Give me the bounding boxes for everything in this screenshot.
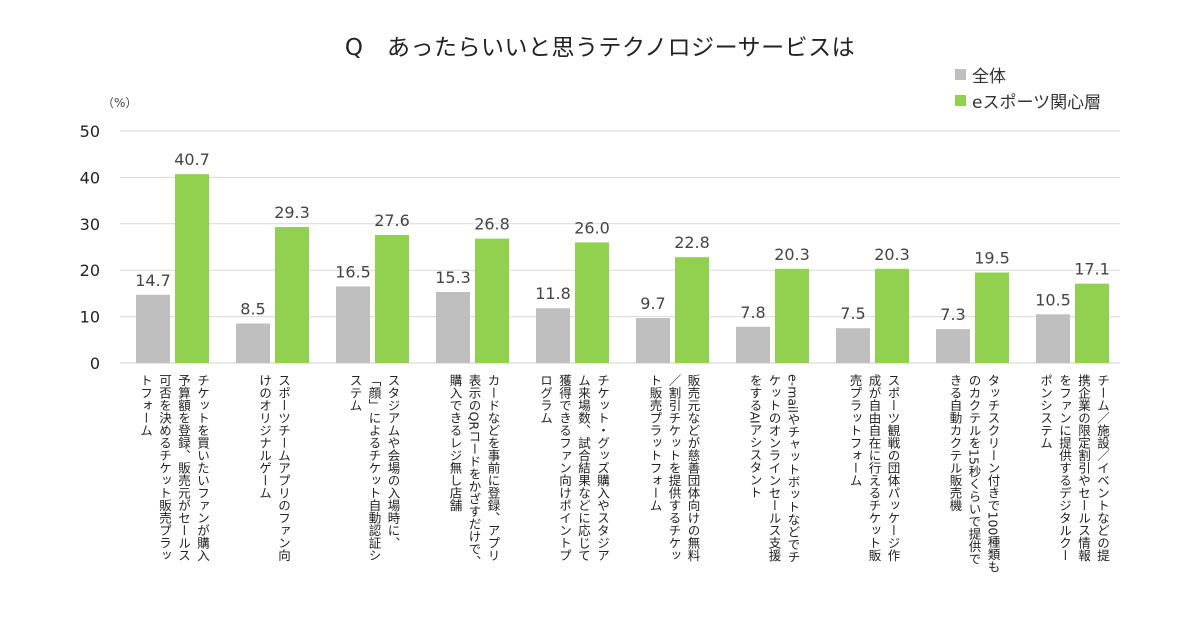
y-tick-label: 10 <box>80 308 100 327</box>
bar-all <box>536 308 570 363</box>
bar-all <box>436 292 470 363</box>
y-tick-label: 50 <box>80 122 100 141</box>
bar-esports <box>575 242 609 363</box>
legend-label-esports: eスポーツ関心層 <box>972 93 1102 113</box>
data-label-esports: 29.3 <box>274 203 310 222</box>
y-tick-label: 40 <box>80 168 100 187</box>
data-label-all: 10.5 <box>1035 290 1071 309</box>
data-label-esports: 26.0 <box>574 218 610 237</box>
data-label-esports: 20.3 <box>874 245 910 264</box>
data-label-all: 8.5 <box>240 300 265 319</box>
bar-esports <box>175 174 209 363</box>
y-tick-label: 20 <box>80 261 100 280</box>
data-label-all: 15.3 <box>435 268 471 287</box>
bar-all <box>836 328 870 363</box>
x-category-label: スタジアムや会場の入場時に、 「顔」によるチケット自動認証シ ステム <box>347 374 401 562</box>
x-category-label: チーム／施設／イベントなどの提 携企業の限定割引やセールス情報 をファンに提供す… <box>1038 374 1110 562</box>
bar-all <box>736 326 770 363</box>
data-label-esports: 40.7 <box>174 150 210 169</box>
bar-esports <box>275 227 309 363</box>
bar-all <box>636 317 670 363</box>
data-label-all: 9.7 <box>640 294 665 313</box>
bar-esports <box>1075 283 1109 363</box>
bar-all <box>136 294 170 363</box>
legend-item-esports: eスポーツ関心層 <box>955 88 1101 113</box>
x-category-label: スポーツチームアプリのファン向 けのオリジナルゲーム <box>257 374 291 562</box>
y-axis-unit: （%） <box>102 96 138 110</box>
bar-esports <box>875 268 909 363</box>
chart-title: Q あったらいいと思うテクノロジーサービスは <box>344 35 856 61</box>
legend-label-all: 全体 <box>972 67 1006 87</box>
data-label-esports: 27.6 <box>374 211 410 230</box>
x-category-label: カードなどを事前に登録、アプリ 表示のQRコードをかざすだけで、 購入できるレジ… <box>447 374 501 568</box>
legend-swatch-esports <box>955 95 966 106</box>
data-label-all: 11.8 <box>535 284 571 303</box>
data-label-all: 14.7 <box>135 271 171 290</box>
data-label-esports: 26.8 <box>474 215 510 234</box>
data-label-all: 7.3 <box>940 305 965 324</box>
bar-esports <box>775 268 809 363</box>
x-category-label: チケットを買いたいファンが購入 予算額を登録、販売元がセールス 可否を決めるチケ… <box>138 374 210 562</box>
x-category-label: チケット・グッズ購入やスタジア ム来場数、試合結果などに応じて 獲得できるファン… <box>538 374 610 562</box>
data-label-all: 16.5 <box>335 262 371 281</box>
y-tick-label: 30 <box>80 215 100 234</box>
bar-esports <box>475 238 509 363</box>
x-category-label: 販売元などが慈善団体向けの無料 ／割引チケットを提供するチケッ ト販売プラットフ… <box>647 374 701 562</box>
bar-all <box>236 323 270 363</box>
bar-all <box>336 286 370 363</box>
data-label-all: 7.8 <box>740 303 765 322</box>
x-category-label: スポーツ観戦の団体パッケージ作 成が自由自在に行えるチケット販 売プラットフォー… <box>847 374 901 562</box>
data-label-esports: 22.8 <box>674 233 710 252</box>
data-label-esports: 20.3 <box>774 245 810 264</box>
bar-esports <box>975 272 1009 363</box>
legend-item-all: 全体 <box>955 62 1006 87</box>
data-label-esports: 17.1 <box>1074 260 1110 279</box>
legend-swatch-all <box>955 69 966 80</box>
bar-all <box>1036 314 1070 363</box>
bar-all <box>936 329 970 363</box>
data-label-esports: 19.5 <box>974 249 1010 268</box>
bar-esports <box>375 234 409 363</box>
data-label-all: 7.5 <box>840 304 865 323</box>
bar-esports <box>675 257 709 363</box>
x-category-label: e-mailやチャットボットなどでチ ケットのオンラインセールス支援 をするAI… <box>747 374 801 563</box>
y-tick-label: 0 <box>90 354 100 373</box>
x-category-label: タッチスクリーン付きで100種類も のカクテルを15秒くらいで提供で きる自動カ… <box>947 374 1001 573</box>
